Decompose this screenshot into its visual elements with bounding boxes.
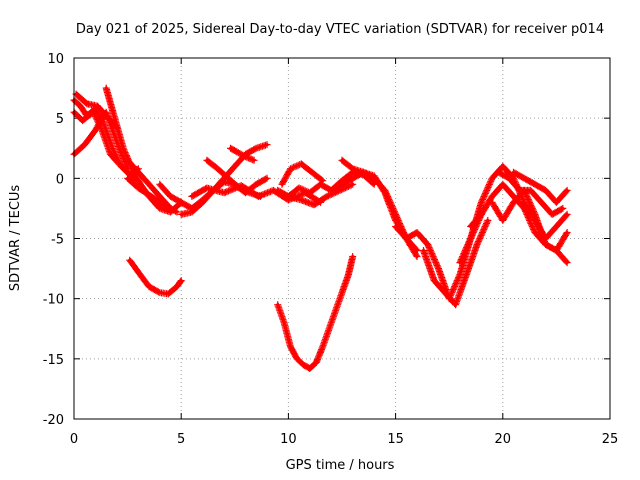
series-line <box>276 254 355 371</box>
series-plus-markers <box>274 253 357 372</box>
y-tick-label: -10 <box>43 293 64 308</box>
x-tick-label: 0 <box>70 432 78 447</box>
plot-frame <box>73 57 611 420</box>
axis-ticks: 0 5 10 15 20 25 -20 -15 -10 -5 0 5 10 <box>43 52 619 447</box>
series-sat-p <box>284 180 357 209</box>
series-plus-markers <box>124 174 181 216</box>
series-sat-u <box>420 216 492 309</box>
series-sat-z <box>510 168 571 206</box>
y-tick-label: -15 <box>43 353 64 368</box>
series-sat-l <box>227 144 258 164</box>
y-tick-label: -5 <box>51 233 64 248</box>
series-plus-markers <box>284 180 357 209</box>
series-sat-h <box>124 174 181 216</box>
x-tick-label: 10 <box>280 432 297 447</box>
x-tick-label: 20 <box>495 432 512 447</box>
series-sat-g <box>126 256 185 298</box>
series-sat-o <box>278 160 327 188</box>
grid-lines <box>74 58 610 419</box>
y-tick-label: -20 <box>43 413 64 428</box>
y-axis-label: SDTVAR / TECUs <box>8 185 23 292</box>
series-plus-markers <box>227 144 258 164</box>
chart-title: Day 021 of 2025, Sidereal Day-to-day VTE… <box>76 22 604 37</box>
series-plus-markers <box>495 168 567 218</box>
y-tick-label: 0 <box>56 172 64 187</box>
series-plus-markers <box>420 216 492 309</box>
y-tick-label: 10 <box>47 52 64 67</box>
series-plus-markers <box>488 186 571 267</box>
series-sat-y <box>495 168 567 218</box>
series-sat-b <box>70 108 138 185</box>
series-sat-s <box>274 253 357 372</box>
x-tick-label: 25 <box>602 432 619 447</box>
series-plus-markers <box>126 256 185 298</box>
x-axis-label: GPS time / hours <box>286 458 395 473</box>
series-sat-x <box>488 186 571 267</box>
x-tick-label: 15 <box>387 432 404 447</box>
data-series <box>70 84 571 372</box>
series-sat-q <box>327 168 421 260</box>
series-plus-markers <box>510 168 571 206</box>
y-tick-label: 5 <box>56 112 64 127</box>
x-tick-label: 5 <box>177 432 185 447</box>
series-plus-markers <box>278 160 327 188</box>
series-plus-markers <box>327 168 421 260</box>
